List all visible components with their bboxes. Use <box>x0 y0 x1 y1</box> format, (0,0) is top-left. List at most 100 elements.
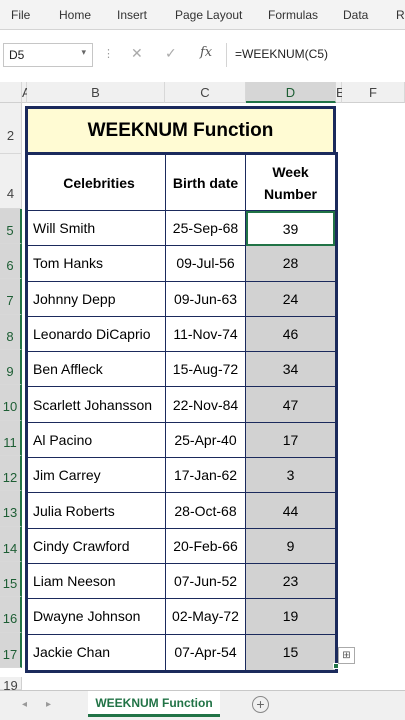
cell-name[interactable]: Leonardo DiCaprio <box>28 316 166 353</box>
tab-insert[interactable]: Insert <box>117 8 148 22</box>
cell-birth-date[interactable]: 11-Nov-74 <box>166 316 246 353</box>
cell-birth-date[interactable]: 25-Sep-68 <box>166 211 246 247</box>
tab-file[interactable]: File <box>11 8 31 22</box>
cell-birth-date[interactable]: 20-Feb-66 <box>166 528 246 564</box>
cell-birth-date[interactable]: 07-Jun-52 <box>166 563 246 600</box>
tab-data[interactable]: Data <box>343 8 369 22</box>
cell-birth-date[interactable]: 28-Oct-68 <box>166 493 246 529</box>
row-header-9[interactable]: 9 <box>0 350 22 385</box>
cell-week-number[interactable]: 28 <box>246 246 335 282</box>
row-header-11[interactable]: 11 <box>0 421 22 456</box>
name-box-value: D5 <box>9 48 25 62</box>
cell-week-number[interactable]: 23 <box>246 563 335 600</box>
next-sheet-icon[interactable]: ▸ <box>46 699 52 710</box>
row-header-7[interactable]: 7 <box>0 279 22 315</box>
column-header-b[interactable]: B <box>27 82 165 103</box>
cell-week-number[interactable]: 3 <box>246 458 335 494</box>
row-header-8[interactable]: 8 <box>0 315 22 350</box>
table-row: Leonardo DiCaprio 11-Nov-74 46 <box>28 316 335 353</box>
cell-birth-date[interactable]: 09-Jun-63 <box>166 281 246 317</box>
column-header-e[interactable]: E <box>336 82 345 103</box>
cell-birth-date[interactable]: 25-Apr-40 <box>166 422 246 459</box>
tab-page-layout[interactable]: Page Layout <box>175 8 243 22</box>
row-header-19[interactable]: 19 <box>0 677 22 693</box>
add-sheet-icon[interactable]: + <box>252 696 269 713</box>
cell-birth-date[interactable]: 15-Aug-72 <box>166 352 246 388</box>
header-celebrities[interactable]: Celebrities <box>28 155 166 211</box>
cell-name[interactable]: Jackie Chan <box>28 634 166 670</box>
table-header-row: Celebrities Birth date Week Number <box>28 155 335 211</box>
cell-week-number[interactable]: 34 <box>246 352 335 388</box>
cell-birth-date[interactable]: 22-Nov-84 <box>166 387 246 423</box>
row-header-6[interactable]: 6 <box>0 244 22 279</box>
enter-icon[interactable]: ✓ <box>165 45 177 61</box>
cell-week-number[interactable]: 17 <box>246 422 335 459</box>
header-birth-date[interactable]: Birth date <box>166 155 246 211</box>
column-header-c[interactable]: C <box>165 82 246 103</box>
cell-week-number[interactable]: 15 <box>246 634 335 670</box>
row-header-12[interactable]: 12 <box>0 456 22 491</box>
drag-handle[interactable]: ⋮ <box>103 48 114 60</box>
chevron-down-icon[interactable]: ▾ <box>81 47 86 57</box>
formula-bar: D5 ▾ ⋮ ✕ ✓ fx =WEEKNUM(C5) <box>0 37 405 73</box>
fill-handle[interactable] <box>333 663 339 669</box>
cell-birth-date[interactable]: 09-Jul-56 <box>166 246 246 282</box>
cell-name[interactable]: Julia Roberts <box>28 493 166 529</box>
table-row: Tom Hanks 09-Jul-56 28 <box>28 246 335 282</box>
cancel-icon[interactable]: ✕ <box>131 45 143 61</box>
cell-name[interactable]: Tom Hanks <box>28 246 166 282</box>
row-header-17[interactable]: 17 <box>0 633 22 668</box>
cell-name[interactable]: Ben Affleck <box>28 352 166 388</box>
row-header-4[interactable]: 4 <box>0 154 22 209</box>
cell-name[interactable]: Jim Carrey <box>28 458 166 494</box>
row-header-10[interactable]: 10 <box>0 385 22 421</box>
table-row: Jackie Chan 07-Apr-54 15 <box>28 634 335 670</box>
table-row: Dwayne Johnson 02-May-72 19 <box>28 599 335 635</box>
sheet-tab-weeknum[interactable]: WEEKNUM Function <box>88 691 220 717</box>
cell-name[interactable]: Al Pacino <box>28 422 166 459</box>
tab-review[interactable]: Re <box>396 8 405 22</box>
row-header-16[interactable]: 16 <box>0 597 22 633</box>
cell-name[interactable]: Johnny Depp <box>28 281 166 317</box>
table-row: Johnny Depp 09-Jun-63 24 <box>28 281 335 317</box>
cell-week-number[interactable]: 9 <box>246 528 335 564</box>
insert-function-icon[interactable]: fx <box>200 45 213 60</box>
select-all-corner[interactable] <box>0 82 22 103</box>
table-row: Liam Neeson 07-Jun-52 23 <box>28 563 335 600</box>
formula-input[interactable]: =WEEKNUM(C5) <box>226 43 405 67</box>
quick-analysis-icon[interactable]: ⊞ <box>338 647 355 664</box>
row-header-5[interactable]: 5 <box>0 209 22 244</box>
cell-name[interactable]: Liam Neeson <box>28 563 166 600</box>
table-row: Al Pacino 25-Apr-40 17 <box>28 422 335 459</box>
cell-name[interactable]: Cindy Crawford <box>28 528 166 564</box>
tab-formulas[interactable]: Formulas <box>268 8 319 22</box>
row-header-2[interactable]: 2 <box>0 103 22 154</box>
title-cell[interactable]: WEEKNUM Function <box>25 106 336 152</box>
cell-birth-date[interactable]: 07-Apr-54 <box>166 634 246 670</box>
cell-name[interactable]: Dwayne Johnson <box>28 599 166 635</box>
cell-week-number[interactable]: 44 <box>246 493 335 529</box>
prev-sheet-icon[interactable]: ◂ <box>22 699 28 710</box>
header-week-number-line2: Number <box>264 185 317 202</box>
cell-week-number-active[interactable]: 39 <box>246 211 335 247</box>
cell-week-number[interactable]: 24 <box>246 281 335 317</box>
ribbon-tabs: File Home Insert Page Layout Formulas Da… <box>0 0 405 30</box>
table-row: Julia Roberts 28-Oct-68 44 <box>28 493 335 529</box>
cell-birth-date[interactable]: 02-May-72 <box>166 599 246 635</box>
cell-week-number[interactable]: 19 <box>246 599 335 635</box>
cell-week-number[interactable]: 47 <box>246 387 335 423</box>
table-row: Ben Affleck 15-Aug-72 34 <box>28 352 335 388</box>
tab-home[interactable]: Home <box>59 8 92 22</box>
header-week-number[interactable]: Week Number <box>246 155 335 211</box>
column-header-a[interactable]: A <box>22 82 31 103</box>
cell-week-number[interactable]: 46 <box>246 316 335 353</box>
cell-name[interactable]: Will Smith <box>28 211 166 247</box>
row-header-15[interactable]: 15 <box>0 562 22 597</box>
cell-name[interactable]: Scarlett Johansson <box>28 387 166 423</box>
row-header-14[interactable]: 14 <box>0 527 22 562</box>
cell-birth-date[interactable]: 17-Jan-62 <box>166 458 246 494</box>
column-header-d[interactable]: D <box>246 82 336 103</box>
row-header-13[interactable]: 13 <box>0 491 22 527</box>
column-header-f[interactable]: F <box>342 82 405 103</box>
name-box[interactable]: D5 ▾ <box>3 43 93 67</box>
